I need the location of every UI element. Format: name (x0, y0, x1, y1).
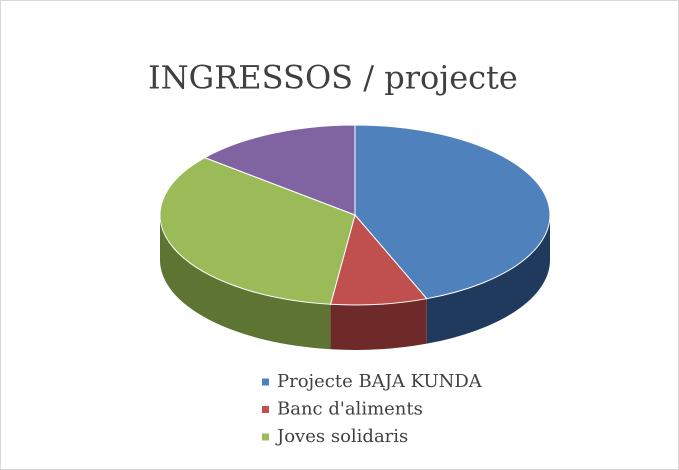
slice (329, 213, 428, 306)
legend-swatch (262, 378, 269, 386)
legend-label: Banc d'aliments (277, 399, 423, 420)
slice (354, 124, 551, 300)
slice-side (330, 298, 427, 350)
slice-side (426, 215, 550, 344)
legend-label: Joves solidaris (275, 426, 408, 447)
legend-label: Projecte BAJA KUNDA (277, 371, 483, 392)
slice (159, 157, 356, 305)
chart-title: INGRESSOS / projecte (148, 59, 518, 97)
slice (203, 124, 356, 216)
slice-side (160, 215, 331, 350)
legend-swatch (262, 433, 269, 441)
legend-swatch (262, 406, 269, 413)
